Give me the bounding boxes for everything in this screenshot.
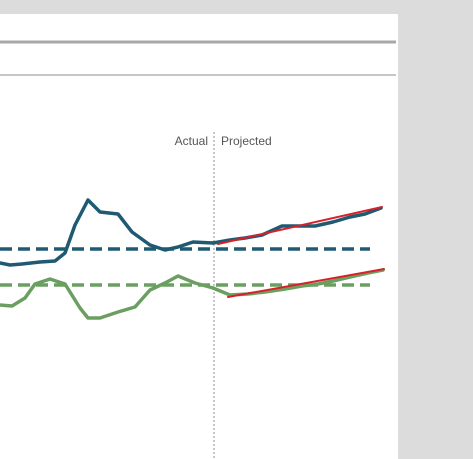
chart-panel: Actual Projected	[0, 14, 398, 459]
red-green-trend-line	[227, 268, 385, 298]
actual-label: Actual	[175, 134, 208, 148]
teal-actual-line	[0, 198, 215, 267]
projected-label: Projected	[221, 134, 272, 148]
series-layer	[0, 198, 385, 320]
line-chart: Actual Projected	[0, 40, 396, 459]
green-actual-line	[0, 274, 215, 320]
red-teal-trend-line	[217, 206, 383, 245]
